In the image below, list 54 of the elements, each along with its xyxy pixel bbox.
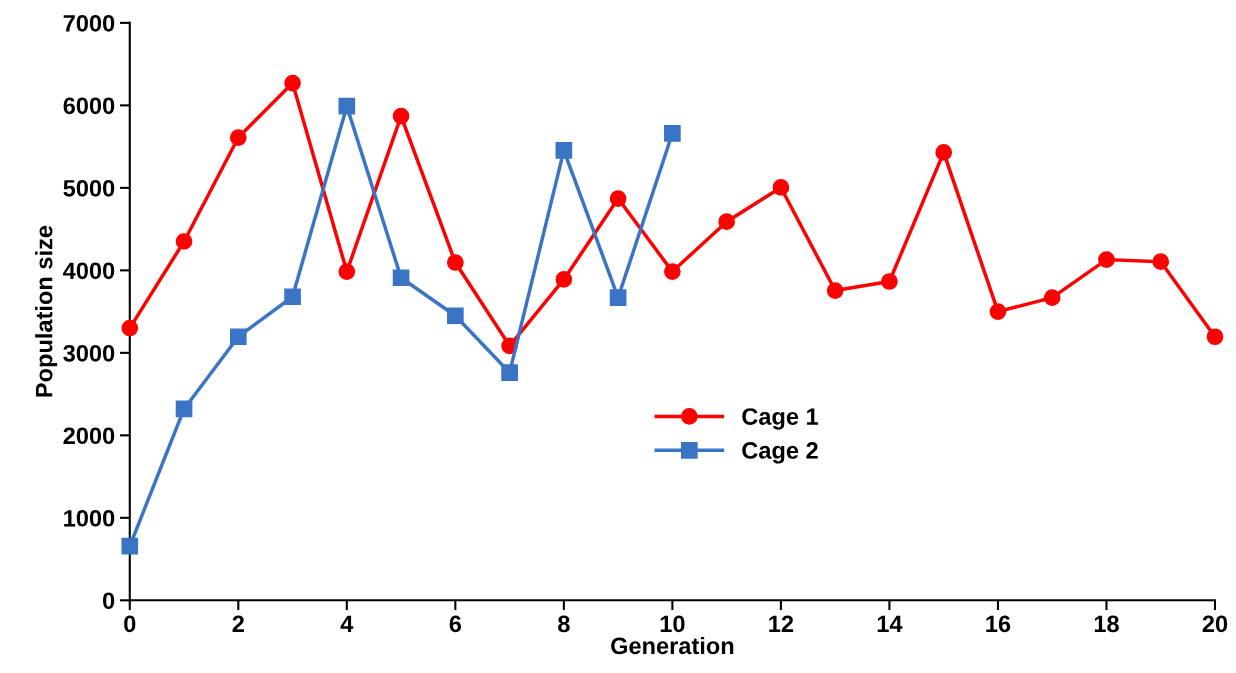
point bbox=[555, 141, 573, 159]
y-tick-label: 0 bbox=[103, 592, 115, 610]
point bbox=[664, 125, 681, 142]
point bbox=[989, 303, 1007, 320]
y-tick-label: 6000 bbox=[63, 97, 115, 115]
point bbox=[229, 129, 247, 146]
point bbox=[664, 263, 681, 280]
legend-label: Cage 2 bbox=[742, 442, 818, 464]
point bbox=[284, 74, 301, 92]
x-tick-label: 2 bbox=[232, 615, 244, 633]
x-tick-label: 20 bbox=[1202, 615, 1228, 633]
point bbox=[447, 307, 464, 325]
x-tick-label: 14 bbox=[877, 615, 903, 633]
point bbox=[1043, 289, 1061, 306]
point bbox=[447, 254, 464, 271]
x-tick-label: 10 bbox=[660, 615, 685, 633]
y-tick-label: 5000 bbox=[63, 179, 115, 197]
x-tick-label: 18 bbox=[1094, 615, 1119, 633]
x-tick-label: 12 bbox=[769, 615, 794, 633]
point bbox=[392, 269, 410, 287]
point bbox=[501, 364, 518, 381]
x-axis-title: Generation bbox=[611, 636, 734, 655]
point bbox=[338, 97, 356, 115]
x-tick-label: 8 bbox=[558, 615, 570, 633]
point bbox=[718, 213, 735, 231]
point bbox=[175, 400, 193, 418]
point bbox=[1206, 328, 1224, 346]
y-axis-title: Population size bbox=[35, 225, 58, 397]
x-tick-label: 6 bbox=[449, 615, 462, 633]
point bbox=[338, 263, 356, 280]
legend-label: Cage 1 bbox=[742, 408, 819, 430]
point bbox=[1152, 253, 1170, 271]
point bbox=[881, 273, 898, 290]
point bbox=[121, 537, 139, 555]
point bbox=[1098, 251, 1115, 268]
point bbox=[935, 144, 953, 161]
y-tick-label: 7000 bbox=[63, 14, 115, 32]
y-tick-label: 2000 bbox=[63, 427, 115, 445]
point bbox=[609, 289, 627, 306]
x-tick-label: 16 bbox=[986, 615, 1011, 633]
point bbox=[609, 190, 627, 207]
point bbox=[284, 288, 301, 306]
point bbox=[175, 233, 193, 250]
x-tick-label: 4 bbox=[340, 615, 354, 633]
point bbox=[826, 282, 844, 299]
point bbox=[229, 328, 247, 346]
y-tick-label: 3000 bbox=[63, 344, 115, 362]
point bbox=[772, 179, 790, 196]
point bbox=[392, 107, 410, 125]
point bbox=[121, 319, 139, 337]
x-tick-label: 0 bbox=[124, 615, 136, 633]
y-tick-label: 4000 bbox=[63, 262, 115, 280]
point bbox=[555, 271, 573, 288]
y-tick-label: 1000 bbox=[64, 509, 115, 527]
